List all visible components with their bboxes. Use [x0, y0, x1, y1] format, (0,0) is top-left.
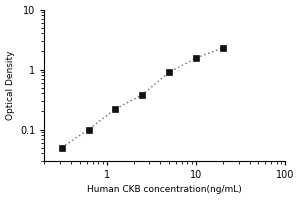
Y-axis label: Optical Density: Optical Density: [6, 50, 15, 120]
X-axis label: Human CKB concentration(ng/mL): Human CKB concentration(ng/mL): [87, 185, 242, 194]
